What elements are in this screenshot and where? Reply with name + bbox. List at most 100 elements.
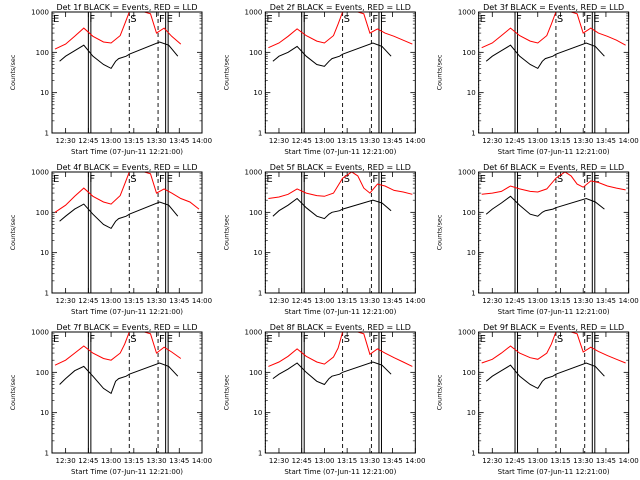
- x-tick-label: 13:00: [528, 457, 548, 465]
- x-tick-label: 13:30: [360, 297, 380, 305]
- y-tick-label: 1: [258, 130, 262, 138]
- x-tick-label: 12:45: [505, 137, 525, 145]
- chart-title: Det 9f BLACK = Events, RED = LLD: [483, 323, 624, 332]
- chart-panel-2: Det 2f BLACK = Events, RED = LLD Counts/s…: [222, 3, 425, 156]
- y-tick-label: 100: [36, 209, 49, 217]
- x-tick-label: 12:45: [78, 297, 98, 305]
- x-tick-label: 13:00: [528, 297, 548, 305]
- chart-panel-6: Det 6f BLACK = Events, RED = LLD Counts/s…: [436, 163, 639, 316]
- y-tick-label: 100: [462, 209, 475, 217]
- lld-series-line: [481, 11, 626, 49]
- x-tick-label: 12:45: [292, 457, 312, 465]
- plot-frame: [264, 11, 416, 134]
- x-tick-label: 14:00: [405, 297, 425, 305]
- time-marker-label: E: [480, 334, 486, 345]
- x-tick-label: 14:00: [405, 137, 425, 145]
- x-tick-label: 14:00: [192, 297, 212, 305]
- x-axis-label: Start Time (07-Jun-11 12:21:00): [498, 468, 610, 476]
- y-axis-label: Counts/sec: [9, 214, 17, 250]
- x-tick-label: 12:45: [292, 297, 312, 305]
- time-marker-label: E: [167, 14, 173, 25]
- y-tick-label: 1000: [245, 9, 263, 17]
- x-tick-label: 13:15: [337, 297, 357, 305]
- lld-series-line: [268, 331, 413, 367]
- time-marker-label: F: [516, 14, 522, 25]
- x-tick-label: 12:30: [56, 297, 76, 305]
- x-tick-label: 13:15: [337, 137, 357, 145]
- y-axis-label: Counts/sec: [436, 214, 444, 250]
- y-tick-label: 10: [253, 409, 262, 417]
- x-tick-label: 13:00: [314, 137, 334, 145]
- x-tick-label: 12:45: [292, 137, 312, 145]
- y-tick-label: 1: [45, 290, 49, 298]
- x-axis-label: Start Time (07-Jun-11 12:21:00): [498, 308, 610, 316]
- x-tick-label: 13:15: [124, 137, 144, 145]
- events-series-line: [272, 361, 392, 386]
- x-tick-label: 13:00: [101, 137, 121, 145]
- time-marker-label: F: [516, 334, 522, 345]
- x-tick-label: 13:30: [146, 137, 166, 145]
- time-marker-label: E: [167, 174, 173, 185]
- y-tick-label: 1: [45, 130, 49, 138]
- time-marker-label: E: [53, 174, 59, 185]
- time-marker-label: F: [159, 174, 165, 185]
- x-tick-label: 12:45: [505, 297, 525, 305]
- y-tick-label: 100: [249, 209, 262, 217]
- time-marker-label: F: [89, 174, 95, 185]
- y-tick-label: 1: [471, 290, 475, 298]
- x-tick-label: 13:45: [383, 137, 403, 145]
- x-tick-label: 13:30: [573, 297, 593, 305]
- y-tick-label: 100: [36, 369, 49, 377]
- events-series-line: [59, 201, 179, 230]
- time-marker-label: E: [593, 174, 599, 185]
- y-axis-label: Counts/sec: [436, 54, 444, 90]
- time-marker-label: S: [130, 14, 136, 25]
- time-marker-label: F: [89, 334, 95, 345]
- chart-panel-8: Det 8f BLACK = Events, RED = LLD Counts/s…: [222, 323, 425, 476]
- time-marker-label: E: [480, 14, 486, 25]
- x-tick-label: 13:15: [550, 137, 570, 145]
- x-tick-label: 14:00: [619, 137, 639, 145]
- x-tick-label: 14:00: [619, 297, 639, 305]
- y-tick-label: 100: [249, 369, 262, 377]
- time-marker-label: S: [557, 334, 563, 345]
- plot-frame: [264, 331, 416, 454]
- x-tick-label: 13:15: [337, 457, 357, 465]
- chart-title: Det 3f BLACK = Events, RED = LLD: [483, 3, 624, 12]
- events-series-line: [485, 195, 605, 217]
- chart-panel-5: Det 5f BLACK = Events, RED = LLD Counts/s…: [222, 163, 425, 316]
- x-tick-label: 13:30: [573, 137, 593, 145]
- time-marker-label: E: [380, 334, 386, 345]
- y-tick-label: 1000: [245, 329, 263, 337]
- y-tick-label: 1: [471, 130, 475, 138]
- events-series-line: [59, 362, 179, 395]
- y-tick-label: 10: [40, 249, 49, 257]
- x-axis-label: Start Time (07-Jun-11 12:21:00): [284, 148, 396, 156]
- time-marker-label: F: [159, 14, 165, 25]
- chart-panel-4: Det 4f BLACK = Events, RED = LLD Counts/s…: [9, 163, 212, 316]
- x-axis-label: Start Time (07-Jun-11 12:21:00): [71, 148, 183, 156]
- x-tick-label: 13:30: [360, 137, 380, 145]
- lld-series-line: [268, 171, 413, 199]
- x-tick-label: 13:30: [146, 297, 166, 305]
- y-tick-label: 10: [467, 409, 476, 417]
- events-series-line: [485, 42, 605, 70]
- y-tick-label: 1: [258, 450, 262, 458]
- chart-title: Det 8f BLACK = Events, RED = LLD: [270, 323, 411, 332]
- x-tick-label: 13:00: [314, 457, 334, 465]
- events-series-line: [59, 41, 179, 70]
- time-marker-label: F: [159, 334, 165, 345]
- time-marker-label: F: [586, 334, 592, 345]
- chart-panel-3: Det 3f BLACK = Events, RED = LLD Counts/s…: [436, 3, 639, 156]
- plot-frame: [51, 11, 203, 134]
- x-tick-label: 13:30: [573, 457, 593, 465]
- x-tick-label: 14:00: [192, 457, 212, 465]
- y-axis-label: Counts/sec: [436, 374, 444, 410]
- x-tick-label: 13:45: [169, 457, 189, 465]
- x-tick-label: 13:15: [124, 457, 144, 465]
- time-marker-label: F: [586, 174, 592, 185]
- time-marker-label: E: [380, 174, 386, 185]
- x-tick-label: 14:00: [192, 137, 212, 145]
- x-tick-label: 13:00: [101, 457, 121, 465]
- y-tick-label: 100: [462, 369, 475, 377]
